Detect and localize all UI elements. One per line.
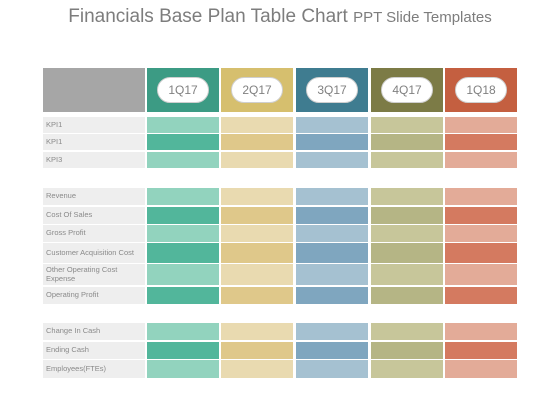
header-blank-cell: [43, 68, 145, 112]
column-header-label: 2Q17: [231, 77, 283, 103]
column-header-2q17: 2Q17: [221, 68, 293, 112]
table-cell: [221, 360, 293, 378]
table-cell: [445, 342, 517, 359]
table-cell: [221, 117, 293, 133]
row-label: Change In Cash: [43, 323, 145, 340]
table-cell: [296, 264, 368, 285]
row-label: KPI1: [43, 117, 145, 133]
table-cell: [445, 225, 517, 242]
row-label: Cost Of Sales: [43, 207, 145, 224]
row-label: KPI3: [43, 152, 145, 168]
row-label: Customer Acquisition Cost: [43, 243, 145, 263]
table-cell: [147, 207, 219, 224]
title-sub: PPT Slide Templates: [353, 9, 492, 26]
row-label: Gross Profit: [43, 225, 145, 242]
table-cell: [371, 287, 443, 304]
table-cell: [147, 243, 219, 263]
table-cell: [371, 207, 443, 224]
table-cell: [221, 342, 293, 359]
row-label: Revenue: [43, 188, 145, 205]
table-cell: [147, 360, 219, 378]
table-cell: [221, 225, 293, 242]
table-cell: [296, 342, 368, 359]
table-cell: [296, 134, 368, 150]
table-cell: [371, 152, 443, 168]
table-cell: [371, 117, 443, 133]
table-cell: [445, 243, 517, 263]
table-cell: [296, 152, 368, 168]
table-cell: [296, 323, 368, 340]
title-main: Financials Base Plan Table Chart: [68, 6, 348, 27]
table-cell: [371, 188, 443, 205]
table-cell: [147, 152, 219, 168]
column-header-4q17: 4Q17: [371, 68, 443, 112]
table-cell: [221, 134, 293, 150]
table-cell: [371, 360, 443, 378]
row-label: Other Operating Cost Expense: [43, 264, 145, 285]
table-cell: [147, 117, 219, 133]
table-cell: [445, 152, 517, 168]
column-header-3q17: 3Q17: [296, 68, 368, 112]
table-cell: [296, 188, 368, 205]
table-cell: [445, 188, 517, 205]
table-cell: [147, 264, 219, 285]
table-cell: [147, 225, 219, 242]
table-cell: [371, 323, 443, 340]
column-header-label: 4Q17: [381, 77, 433, 103]
table-cell: [221, 188, 293, 205]
table-cell: [221, 323, 293, 340]
table-cell: [147, 188, 219, 205]
table-cell: [445, 117, 517, 133]
table-cell: [221, 287, 293, 304]
table-cell: [296, 243, 368, 263]
table-cell: [147, 323, 219, 340]
table-cell: [221, 207, 293, 224]
column-header-label: 1Q18: [455, 77, 507, 103]
table-cell: [296, 207, 368, 224]
table-cell: [371, 134, 443, 150]
table-cell: [221, 243, 293, 263]
table-cell: [221, 152, 293, 168]
row-label: Employees(FTEs): [43, 360, 145, 378]
column-header-1q17: 1Q17: [147, 68, 219, 112]
table-cell: [221, 264, 293, 285]
column-header-label: 1Q17: [157, 77, 209, 103]
table-cell: [445, 360, 517, 378]
table-cell: [296, 117, 368, 133]
table-cell: [296, 287, 368, 304]
table-cell: [445, 207, 517, 224]
row-label: KPI1: [43, 134, 145, 150]
table-cell: [371, 243, 443, 263]
table-cell: [445, 287, 517, 304]
table-cell: [371, 264, 443, 285]
table-cell: [147, 342, 219, 359]
table-cell: [445, 264, 517, 285]
table-cell: [371, 342, 443, 359]
slide-title: Financials Base Plan Table Chart PPT Sli…: [0, 6, 560, 28]
table-cell: [296, 225, 368, 242]
table-cell: [296, 360, 368, 378]
table-cell: [445, 134, 517, 150]
table-cell: [445, 323, 517, 340]
row-label: Operating Profit: [43, 287, 145, 304]
table-cell: [371, 225, 443, 242]
row-label: Ending Cash: [43, 342, 145, 359]
column-header-1q18: 1Q18: [445, 68, 517, 112]
column-header-label: 3Q17: [306, 77, 358, 103]
table-cell: [147, 134, 219, 150]
table-cell: [147, 287, 219, 304]
